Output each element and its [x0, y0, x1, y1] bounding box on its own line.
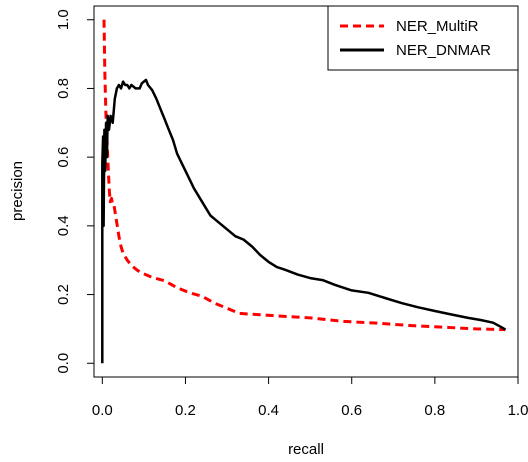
- y-tick-label: 0.4: [55, 215, 72, 236]
- x-tick-label: 0.0: [92, 402, 113, 419]
- y-tick-label: 0.0: [55, 353, 72, 374]
- legend-label-0: NER_MultiR: [396, 18, 479, 35]
- x-tick-label: 1.0: [508, 402, 528, 419]
- x-tick-label: 0.4: [258, 402, 279, 419]
- x-tick-label: 0.8: [424, 402, 445, 419]
- y-tick-label: 0.8: [55, 78, 72, 99]
- y-tick-label: 0.6: [55, 147, 72, 168]
- y-tick-label: 1.0: [55, 9, 72, 30]
- legend-box: [327, 5, 519, 71]
- series-line-1: [101, 78, 507, 364]
- legend: NER_MultiR NER_DNMAR: [327, 5, 519, 71]
- x-axis-label: recall: [288, 441, 324, 458]
- series-layer: [101, 19, 507, 364]
- legend-label-1: NER_DNMAR: [396, 42, 491, 59]
- y-axis-label: precision: [9, 161, 26, 221]
- y-axis: 0.0 0.2 0.4 0.6 0.8 1.0: [55, 9, 95, 374]
- x-axis: 0.0 0.2 0.4 0.6 0.8 1.0: [92, 376, 528, 419]
- y-tick-label: 0.2: [55, 284, 72, 305]
- x-tick-label: 0.2: [175, 402, 196, 419]
- x-tick-label: 0.6: [341, 402, 362, 419]
- series-line-0: [102, 19, 506, 332]
